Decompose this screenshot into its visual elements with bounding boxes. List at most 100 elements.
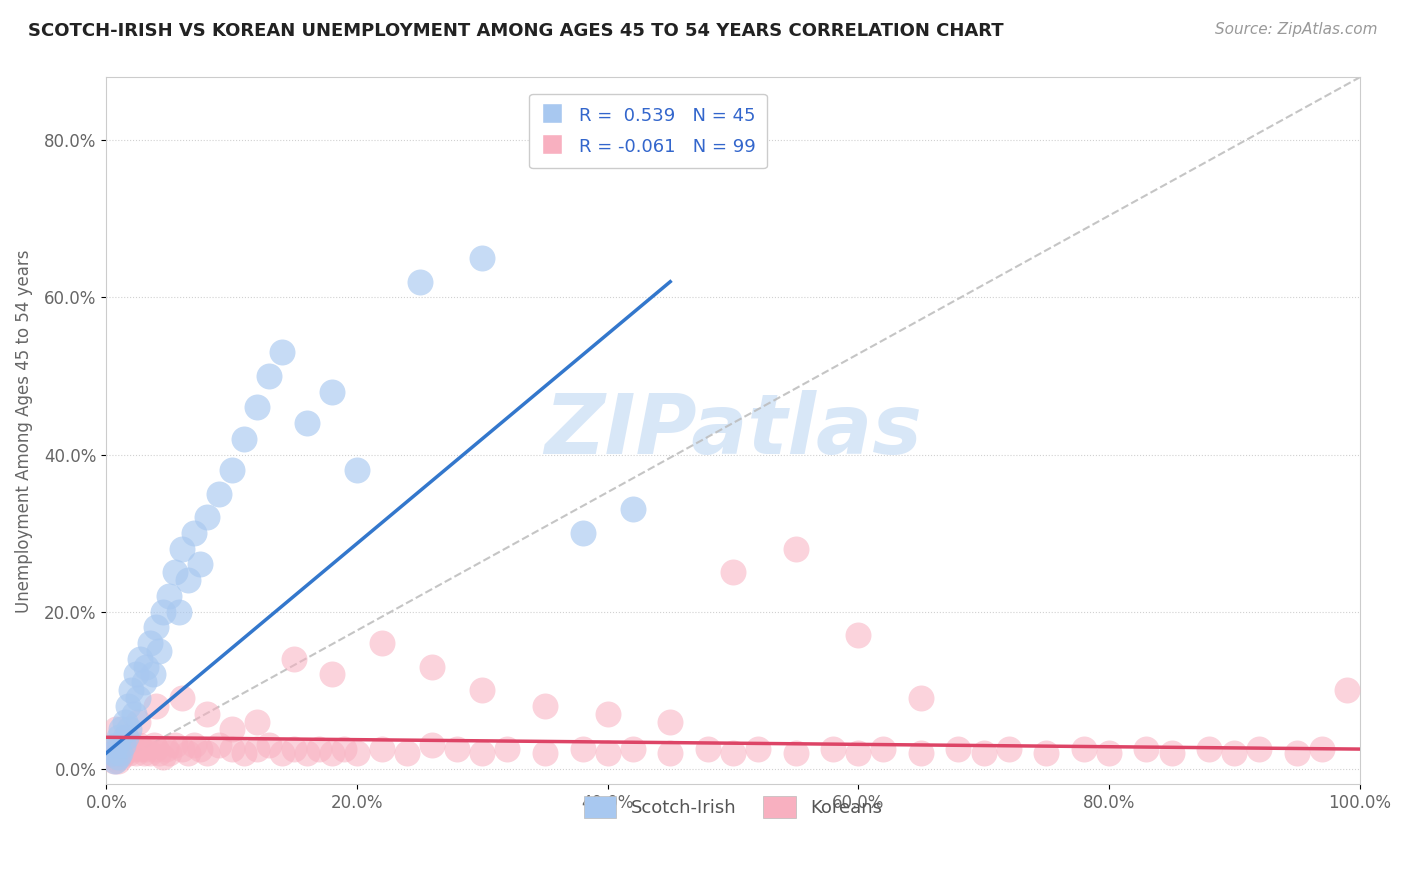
Point bbox=[105, 723, 128, 737]
Point bbox=[195, 746, 218, 760]
Point bbox=[139, 636, 162, 650]
Point bbox=[107, 750, 129, 764]
Point bbox=[101, 750, 124, 764]
Point bbox=[846, 628, 869, 642]
Point bbox=[408, 275, 430, 289]
Point bbox=[721, 746, 744, 760]
Point bbox=[346, 746, 368, 760]
Point bbox=[283, 742, 305, 756]
Point bbox=[105, 742, 128, 756]
Point bbox=[127, 714, 149, 729]
Point bbox=[108, 746, 131, 760]
Legend: Scotch-Irish, Koreans: Scotch-Irish, Koreans bbox=[576, 789, 890, 825]
Point bbox=[846, 746, 869, 760]
Point bbox=[135, 659, 157, 673]
Point bbox=[167, 605, 190, 619]
Point bbox=[246, 742, 269, 756]
Point bbox=[183, 738, 205, 752]
Point bbox=[571, 742, 593, 756]
Point bbox=[157, 746, 180, 760]
Point bbox=[177, 746, 200, 760]
Point bbox=[114, 714, 136, 729]
Point bbox=[295, 416, 318, 430]
Point bbox=[131, 742, 153, 756]
Point bbox=[1310, 742, 1333, 756]
Point bbox=[165, 566, 187, 580]
Point bbox=[101, 746, 124, 760]
Point bbox=[110, 750, 132, 764]
Point bbox=[120, 738, 142, 752]
Point bbox=[1035, 746, 1057, 760]
Point bbox=[1223, 746, 1246, 760]
Point bbox=[596, 706, 619, 721]
Point bbox=[208, 738, 231, 752]
Point bbox=[108, 738, 131, 752]
Point bbox=[1198, 742, 1220, 756]
Text: Source: ZipAtlas.com: Source: ZipAtlas.com bbox=[1215, 22, 1378, 37]
Point bbox=[747, 742, 769, 756]
Point bbox=[112, 746, 135, 760]
Text: SCOTCH-IRISH VS KOREAN UNEMPLOYMENT AMONG AGES 45 TO 54 YEARS CORRELATION CHART: SCOTCH-IRISH VS KOREAN UNEMPLOYMENT AMON… bbox=[28, 22, 1004, 40]
Point bbox=[100, 746, 122, 760]
Point bbox=[257, 368, 280, 383]
Point bbox=[142, 667, 165, 681]
Point bbox=[420, 659, 443, 673]
Point bbox=[270, 345, 292, 359]
Point bbox=[973, 746, 995, 760]
Point bbox=[118, 723, 141, 737]
Point bbox=[1285, 746, 1308, 760]
Point bbox=[127, 691, 149, 706]
Point bbox=[246, 714, 269, 729]
Point bbox=[910, 746, 932, 760]
Point bbox=[1098, 746, 1121, 760]
Point bbox=[321, 667, 343, 681]
Point bbox=[107, 754, 129, 768]
Point bbox=[115, 731, 138, 745]
Point bbox=[321, 746, 343, 760]
Point bbox=[621, 502, 644, 516]
Point bbox=[246, 401, 269, 415]
Text: ZIPatlas: ZIPatlas bbox=[544, 391, 922, 472]
Point bbox=[170, 742, 193, 756]
Point bbox=[148, 746, 170, 760]
Point bbox=[122, 742, 145, 756]
Point bbox=[659, 714, 682, 729]
Point bbox=[420, 738, 443, 752]
Point bbox=[177, 573, 200, 587]
Point bbox=[118, 746, 141, 760]
Point bbox=[696, 742, 718, 756]
Point bbox=[396, 746, 419, 760]
Point bbox=[1249, 742, 1271, 756]
Point bbox=[115, 742, 138, 756]
Point bbox=[221, 723, 243, 737]
Point bbox=[872, 742, 894, 756]
Point bbox=[233, 432, 256, 446]
Point bbox=[621, 742, 644, 756]
Point bbox=[183, 526, 205, 541]
Point bbox=[152, 605, 174, 619]
Point bbox=[233, 746, 256, 760]
Point bbox=[122, 706, 145, 721]
Point bbox=[221, 463, 243, 477]
Point bbox=[148, 644, 170, 658]
Point bbox=[108, 746, 131, 760]
Point bbox=[105, 738, 128, 752]
Point bbox=[111, 742, 134, 756]
Point bbox=[471, 746, 494, 760]
Point bbox=[104, 754, 127, 768]
Point bbox=[785, 541, 807, 556]
Point bbox=[114, 738, 136, 752]
Point bbox=[195, 510, 218, 524]
Point bbox=[571, 526, 593, 541]
Point bbox=[125, 667, 148, 681]
Point bbox=[165, 738, 187, 752]
Point bbox=[371, 742, 394, 756]
Point bbox=[114, 731, 136, 745]
Point bbox=[721, 566, 744, 580]
Point bbox=[120, 683, 142, 698]
Point bbox=[997, 742, 1019, 756]
Point bbox=[471, 251, 494, 265]
Point bbox=[496, 742, 519, 756]
Point bbox=[596, 746, 619, 760]
Point bbox=[446, 742, 468, 756]
